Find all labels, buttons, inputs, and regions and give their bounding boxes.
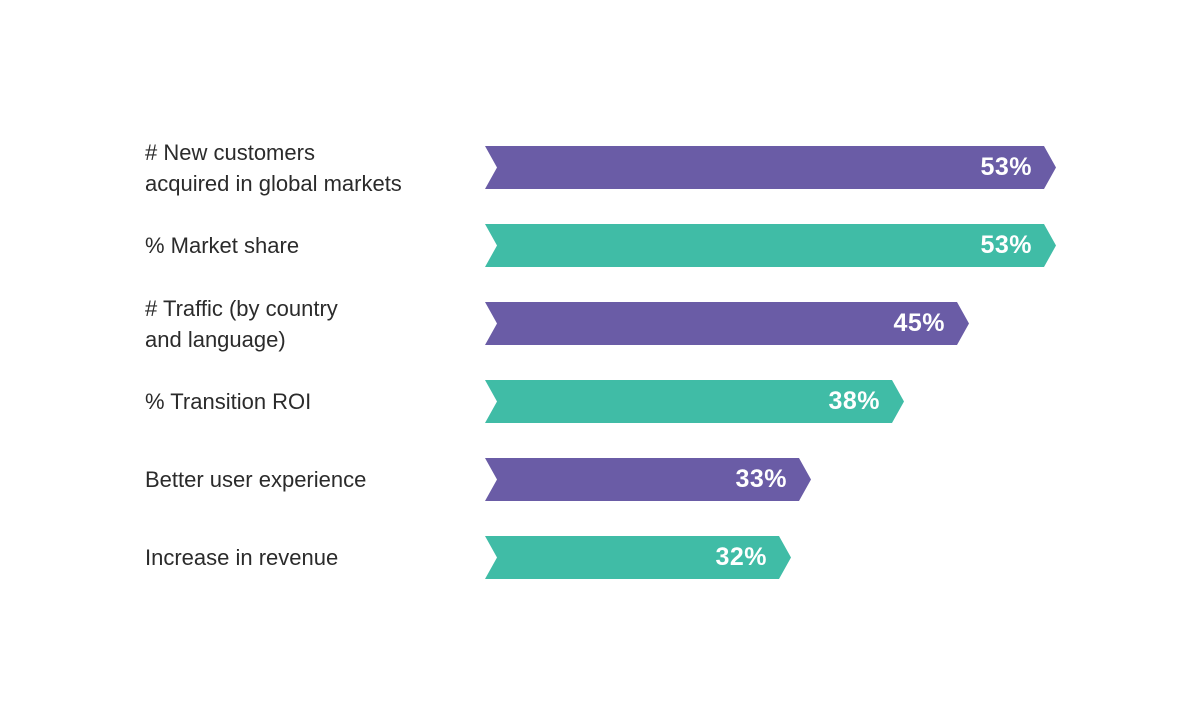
bar: 53% xyxy=(485,224,1056,267)
category-label: Better user experience xyxy=(145,467,367,492)
chart-row: Better user experience 33% xyxy=(145,458,1056,501)
bar-area: 33% xyxy=(485,458,811,501)
chart-row: Increase in revenue 32% xyxy=(145,536,1056,579)
chart-row: % Market share 53% xyxy=(145,224,1056,267)
chart-row: # Traffic (by country and language) 45% xyxy=(145,296,1056,352)
bar: 33% xyxy=(485,458,811,501)
bar-value-label: 32% xyxy=(715,543,767,571)
bar-value-label: 38% xyxy=(828,387,880,415)
bar-area: 53% xyxy=(485,224,1056,267)
bar: 53% xyxy=(485,146,1056,189)
bar-area: 45% xyxy=(485,302,969,345)
category-label: Increase in revenue xyxy=(145,545,339,570)
category-label: % Market share xyxy=(145,233,300,258)
category-label: # Traffic (by country and language) xyxy=(145,295,338,352)
bar-area: 38% xyxy=(485,380,904,423)
bar-value-label: 45% xyxy=(893,309,945,337)
chart-row: % Transition ROI 38% xyxy=(145,380,1056,423)
category-label: # New customers acquired in global marke… xyxy=(145,139,402,196)
bar: 32% xyxy=(485,536,791,579)
bar-area: 32% xyxy=(485,536,791,579)
chart-row: # New customers acquired in global marke… xyxy=(145,140,1056,196)
category-label: % Transition ROI xyxy=(145,389,312,414)
bar-chart: # New customers acquired in global marke… xyxy=(145,140,1056,579)
bar-value-label: 33% xyxy=(735,465,787,493)
bar: 45% xyxy=(485,302,969,345)
bar: 38% xyxy=(485,380,904,423)
bar-value-label: 53% xyxy=(980,231,1032,259)
bar-area: 53% xyxy=(485,146,1056,189)
bar-value-label: 53% xyxy=(980,153,1032,181)
